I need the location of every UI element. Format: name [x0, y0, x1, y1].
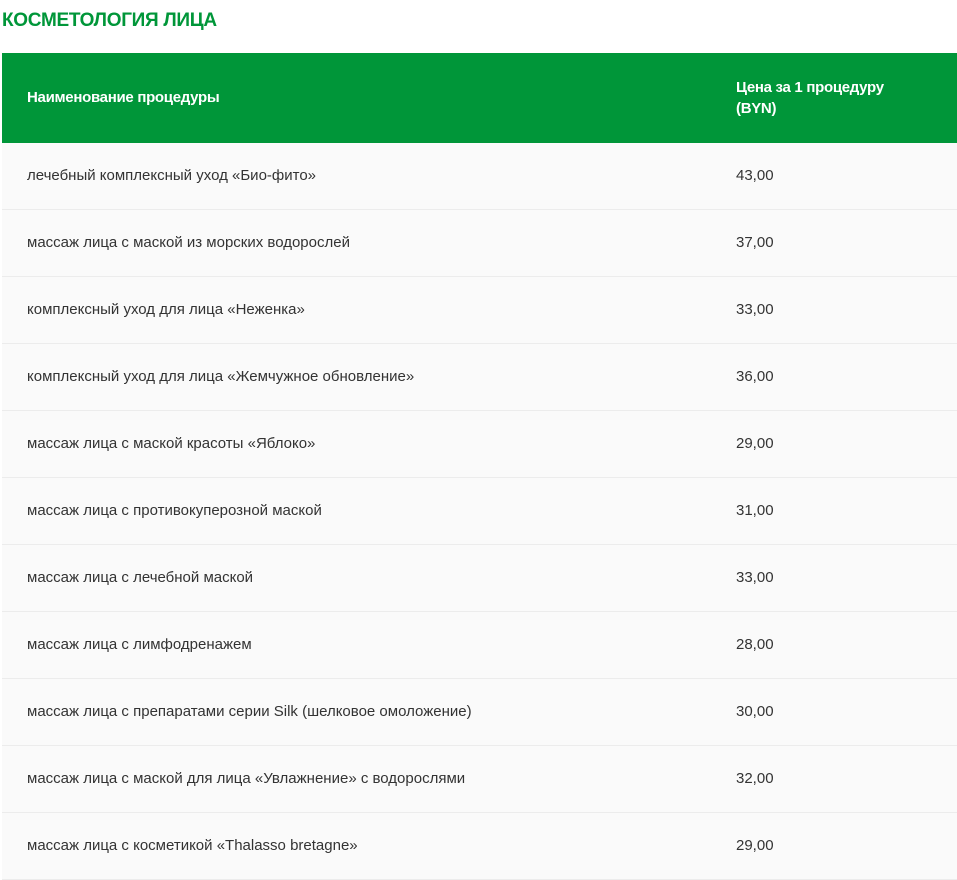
table-row: массаж лица с лечебной маской 33,00 [2, 545, 957, 612]
table-row: массаж лица с маской красоты «Яблоко» 29,… [2, 411, 957, 478]
table-row: массаж лица с косметикой «Thalasso breta… [2, 813, 957, 880]
procedure-name: массаж лица с противокуперозной маской [27, 502, 322, 519]
table-row: массаж лица с маской для лица «Увлажнени… [2, 746, 957, 813]
procedure-price: 43,00 [736, 167, 774, 184]
table-row: массаж лица с противокуперозной маской 31… [2, 478, 957, 545]
procedure-name: массаж лица с маской для лица «Увлажнени… [27, 770, 466, 787]
header-price: Цена за 1 процедуру (BYN) [736, 79, 884, 117]
table-row: лечебный комплексный уход «Био-фито» 43,0… [2, 143, 957, 210]
price-table: Наименование процедуры Цена за 1 процеду… [2, 53, 957, 880]
table-row: комплексный уход для лица «Неженка» 33,00 [2, 277, 957, 344]
procedure-name: массаж лица с лечебной маской [27, 569, 254, 586]
procedure-price: 33,00 [736, 569, 774, 586]
header-procedure-name: Наименование процедуры [27, 89, 220, 106]
table-row: массаж лица с препаратами серии Silk (ше… [2, 679, 957, 746]
procedure-price: 31,00 [736, 502, 774, 519]
procedure-price: 37,00 [736, 234, 774, 251]
procedure-price: 28,00 [736, 636, 774, 653]
procedure-price: 32,00 [736, 770, 774, 787]
procedure-price: 33,00 [736, 301, 774, 318]
procedure-name: комплексный уход для лица «Жемчужное обн… [27, 368, 415, 385]
table-header: Наименование процедуры Цена за 1 процеду… [2, 53, 957, 143]
procedure-price: 29,00 [736, 435, 774, 452]
procedure-name: массаж лица с лимфодренажем [27, 636, 252, 653]
procedure-name: массаж лица с косметикой «Thalasso breta… [27, 837, 358, 854]
table-row: комплексный уход для лица «Жемчужное обн… [2, 344, 957, 411]
procedure-name: лечебный комплексный уход «Био-фито» [27, 167, 317, 184]
procedure-price: 36,00 [736, 368, 774, 385]
procedure-name: массаж лица с препаратами серии Silk (ше… [27, 703, 472, 720]
procedure-name: массаж лица с маской красоты «Яблоко» [27, 435, 316, 452]
table-row: массаж лица с лимфодренажем 28,00 [2, 612, 957, 679]
procedure-name: массаж лица с маской из морских водоросл… [27, 234, 350, 251]
procedure-price: 30,00 [736, 703, 774, 720]
table-row: массаж лица с маской из морских водоросл… [2, 210, 957, 277]
procedure-name: комплексный уход для лица «Неженка» [27, 301, 305, 318]
section-title: КОСМЕТОЛОГИЯ ЛИЦА [2, 10, 217, 31]
procedure-price: 29,00 [736, 837, 774, 854]
